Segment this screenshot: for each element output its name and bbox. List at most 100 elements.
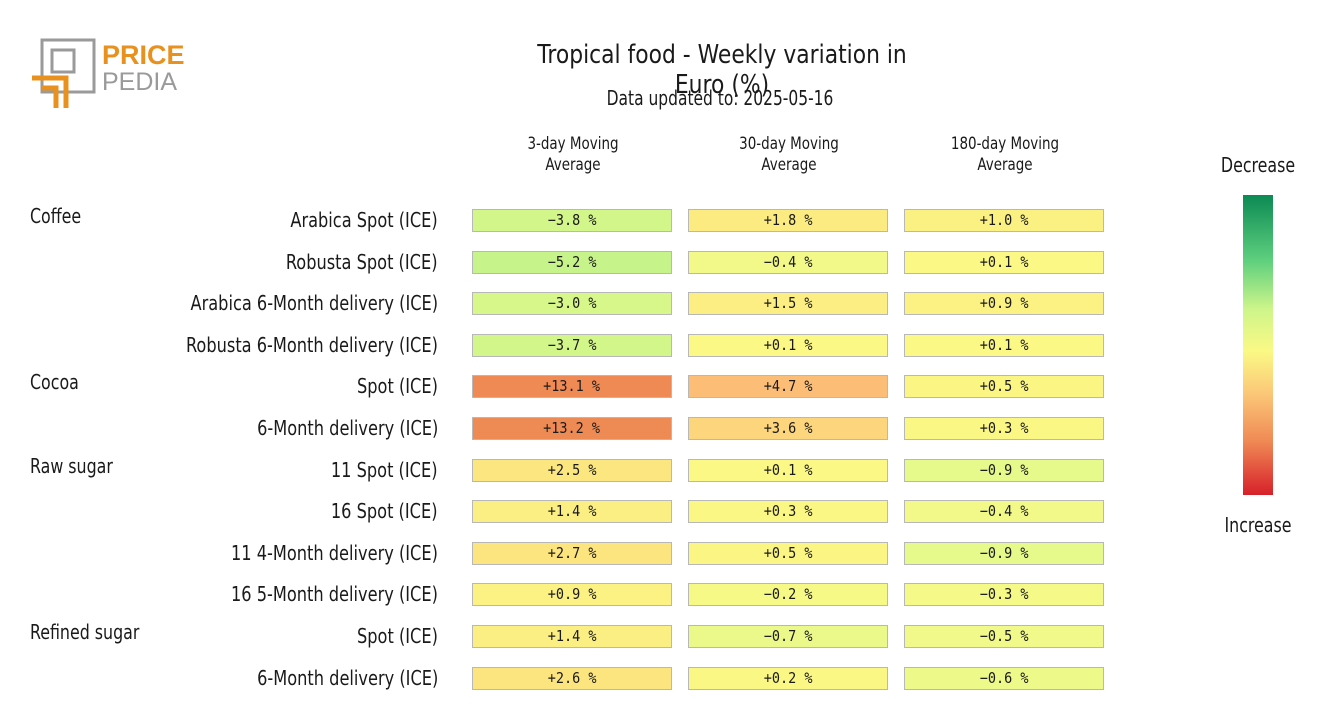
heatmap-cell-value: +1.4 % (547, 627, 597, 645)
heatmap-cell-value: −0.4 % (763, 252, 813, 271)
row-label: Robusta Spot (ICE) (286, 249, 438, 274)
heatmap-cell: +1.4 % (472, 625, 672, 648)
heatmap-cell: +0.9 % (472, 583, 672, 607)
heatmap-cell: +3.6 % (688, 417, 888, 440)
heatmap-cell-value: −5.2 % (547, 252, 597, 271)
heatmap-cell: −0.4 % (688, 250, 888, 274)
heatmap-cell: −3.0 % (472, 292, 672, 316)
heatmap-cell-value: −0.3 % (979, 585, 1029, 604)
heatmap-cell-value: +2.5 % (547, 460, 597, 479)
group-label: Coffee (30, 204, 82, 228)
column-header-3day-line1: 3-day Moving (527, 134, 619, 154)
heatmap-cell: +1.8 % (688, 209, 888, 232)
heatmap-cell: +0.1 % (688, 458, 888, 482)
row-label: 6-Month delivery (ICE) (256, 416, 438, 440)
heatmap-cell-value: −3.7 % (547, 335, 597, 354)
heatmap-cell: +13.2 % (472, 417, 672, 440)
heatmap-cell: −0.7 % (688, 625, 888, 648)
column-header-30day: 30-day Moving Average (700, 134, 878, 176)
column-header-180day-line2: Average (977, 155, 1033, 175)
row-label: 16 Spot (ICE) (331, 499, 438, 524)
column-header-3day: 3-day Moving Average (484, 134, 662, 176)
heatmap-cell-value: +0.5 % (979, 377, 1029, 396)
heatmap-cell: +0.1 % (688, 333, 888, 357)
heatmap-cell-value: −0.2 % (763, 585, 813, 604)
heatmap-cell: +0.3 % (688, 500, 888, 524)
heatmap-cell-value: +2.6 % (547, 668, 597, 687)
heatmap-cell: +1.5 % (688, 292, 888, 316)
column-header-30day-line1: 30-day Moving (739, 134, 839, 154)
heatmap-cell-value: +13.1 % (543, 377, 601, 396)
chart-title: Tropical food - Weekly variation in Euro… (537, 40, 907, 100)
row-label: Arabica 6-Month delivery (ICE) (190, 291, 438, 316)
heatmap-cell: +0.2 % (688, 666, 888, 690)
heatmap-cell: −0.2 % (688, 583, 888, 607)
row-label: Robusta 6-Month delivery (ICE) (186, 332, 438, 357)
row-label: 11 Spot (ICE) (331, 457, 438, 482)
row-label: Arabica Spot (ICE) (290, 208, 438, 232)
heatmap-cell: +2.6 % (472, 666, 672, 690)
heatmap-cell: −0.9 % (904, 458, 1104, 482)
heatmap-cell-value: +3.6 % (763, 419, 813, 437)
legend-color-scale (1243, 195, 1273, 495)
heatmap-cell-value: +1.4 % (547, 502, 597, 521)
heatmap-cell: +2.5 % (472, 458, 672, 482)
heatmap-cell: −5.2 % (472, 250, 672, 274)
heatmap-cell: +0.9 % (904, 292, 1104, 316)
pricepedia-logo-mark: PRICE PEDIA (32, 38, 185, 108)
heatmap-cell-value: +0.3 % (763, 502, 813, 521)
heatmap-cell: +2.7 % (472, 541, 672, 565)
heatmap-cell: −0.6 % (904, 666, 1104, 690)
heatmap-cell: −3.7 % (472, 333, 672, 357)
column-header-3day-line2: Average (545, 155, 601, 175)
legend-increase-label: Increase (1224, 513, 1292, 537)
heatmap-cell-value: +1.0 % (979, 211, 1029, 229)
heatmap-cell-value: −0.9 % (979, 460, 1029, 479)
heatmap-cell: −0.3 % (904, 583, 1104, 607)
heatmap-cell-value: +4.7 % (763, 377, 813, 396)
column-header-30day-line2: Average (761, 155, 817, 175)
chart-subtitle: Data updated to: 2025-05-16 (606, 86, 834, 110)
heatmap-cell: −0.4 % (904, 500, 1104, 524)
heatmap-cell-value: +13.2 % (543, 419, 601, 437)
heatmap-cell-value: +0.3 % (979, 419, 1029, 437)
heatmap-cell-value: +0.5 % (763, 543, 813, 562)
heatmap-cell: +0.1 % (904, 250, 1104, 274)
heatmap-cell-value: +0.1 % (763, 335, 813, 354)
heatmap-cell-value: −0.9 % (979, 543, 1029, 562)
row-label: 11 4-Month delivery (ICE) (231, 540, 438, 565)
heatmap-cell-value: +0.9 % (547, 585, 597, 604)
heatmap-cell: +0.5 % (904, 375, 1104, 399)
heatmap-cell: +0.1 % (904, 333, 1104, 357)
heatmap-cell: −0.9 % (904, 541, 1104, 565)
heatmap-cell: +1.4 % (472, 500, 672, 524)
heatmap-cell-value: +1.5 % (763, 294, 813, 313)
heatmap-cell: +4.7 % (688, 375, 888, 399)
heatmap-cell: −3.8 % (472, 209, 672, 232)
row-label: Spot (ICE) (357, 374, 438, 399)
heatmap-cell: −0.5 % (904, 625, 1104, 648)
heatmap-cell-value: +0.2 % (763, 668, 813, 687)
column-header-180day-line1: 180-day Moving (950, 134, 1060, 154)
group-label: Raw sugar (30, 453, 113, 478)
heatmap-cell-value: +0.1 % (763, 460, 813, 479)
logo-text-pedia: PEDIA (102, 68, 177, 96)
pricepedia-logo: PRICE PEDIA (30, 38, 190, 110)
logo-text-price: PRICE (102, 40, 185, 70)
heatmap-cell-value: +2.7 % (547, 543, 597, 562)
heatmap-cell-value: −3.8 % (547, 211, 597, 229)
heatmap-cell-value: +0.1 % (979, 252, 1029, 271)
heatmap-cell-value: +1.8 % (763, 211, 813, 229)
heatmap-cell-value: −0.5 % (979, 627, 1029, 645)
heatmap-cell: +1.0 % (904, 209, 1104, 232)
group-label: Cocoa (30, 370, 79, 395)
column-header-180day: 180-day Moving Average (916, 134, 1094, 176)
heatmap-cell-value: −0.6 % (979, 668, 1029, 687)
heatmap-cell-value: −0.7 % (763, 627, 813, 645)
heatmap-cell-value: +0.1 % (979, 335, 1029, 354)
heatmap-cell: +0.5 % (688, 541, 888, 565)
group-label: Refined sugar (30, 620, 140, 644)
legend-decrease-label: Decrease (1220, 153, 1296, 177)
row-label: Spot (ICE) (357, 624, 438, 648)
heatmap-cell-value: +0.9 % (979, 294, 1029, 313)
